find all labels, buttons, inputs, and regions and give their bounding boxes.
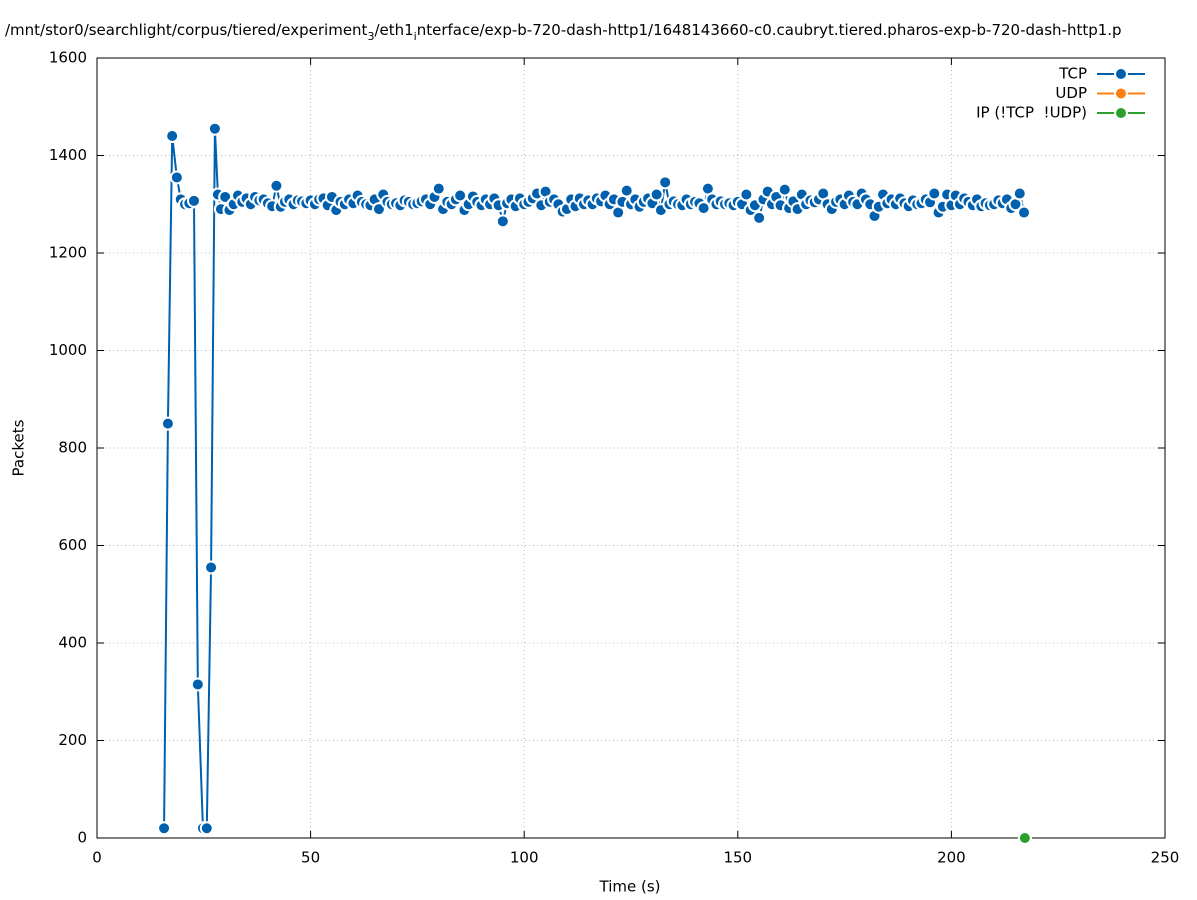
legend-label: TCP <box>1058 65 1087 83</box>
chart-title: /mnt/stor0/searchlight/corpus/tiered/exp… <box>5 21 1122 43</box>
x-axis-label: Time (s) <box>599 878 661 896</box>
title-part: /eth1 <box>374 21 413 39</box>
y-tick-label: 200 <box>58 731 87 749</box>
data-point <box>777 182 792 197</box>
y-tick-label: 800 <box>58 439 87 457</box>
data-point <box>190 677 205 692</box>
data-point <box>165 129 180 143</box>
data-point <box>696 201 711 216</box>
legend-swatch-point <box>1114 106 1128 120</box>
y-axis-label: Packets <box>10 419 28 476</box>
y-tick-label: 400 <box>58 634 87 652</box>
data-point <box>431 181 446 196</box>
title-part: nterface/exp-b-720-dash-http1/1648143660… <box>417 21 1122 39</box>
data-point <box>204 560 219 575</box>
legend-swatch-point <box>1114 67 1128 81</box>
title-part: 3 <box>367 30 374 43</box>
x-tick-label: 50 <box>301 849 320 867</box>
title-part: /mnt/stor0/searchlight/corpus/tiered/exp… <box>5 21 368 39</box>
data-point <box>1017 831 1032 845</box>
x-tick-label: 150 <box>723 849 752 867</box>
data-point <box>739 187 754 202</box>
data-point <box>619 183 634 198</box>
y-tick-label: 1000 <box>49 341 87 359</box>
data-point <box>186 193 201 208</box>
data-point <box>207 121 222 136</box>
data-point <box>160 416 175 431</box>
y-tick-label: 1200 <box>49 244 87 262</box>
data-point <box>169 170 184 185</box>
data-point <box>752 210 767 225</box>
x-tick-label: 0 <box>92 849 102 867</box>
title-part: i <box>414 30 417 43</box>
data-point <box>199 821 214 836</box>
y-tick-label: 1400 <box>49 146 87 164</box>
data-point <box>649 187 664 202</box>
data-point <box>157 821 172 836</box>
y-tick-label: 1600 <box>49 49 87 67</box>
data-point <box>1012 186 1027 201</box>
data-point <box>1017 205 1032 220</box>
data-point <box>658 175 673 190</box>
x-tick-label: 100 <box>510 849 539 867</box>
legend-swatch-point <box>1114 86 1128 101</box>
y-tick-label: 0 <box>77 829 87 847</box>
legend-label: IP (!TCP !UDP) <box>976 104 1087 122</box>
data-point <box>927 186 942 201</box>
data-point <box>371 202 386 217</box>
x-tick-label: 200 <box>937 849 966 867</box>
data-point <box>495 214 510 229</box>
plot-frame <box>96 57 1166 839</box>
x-tick-label: 250 <box>1151 849 1180 867</box>
legend-label: UDP <box>1055 84 1087 102</box>
data-point <box>269 178 284 193</box>
y-tick-label: 600 <box>58 536 87 554</box>
